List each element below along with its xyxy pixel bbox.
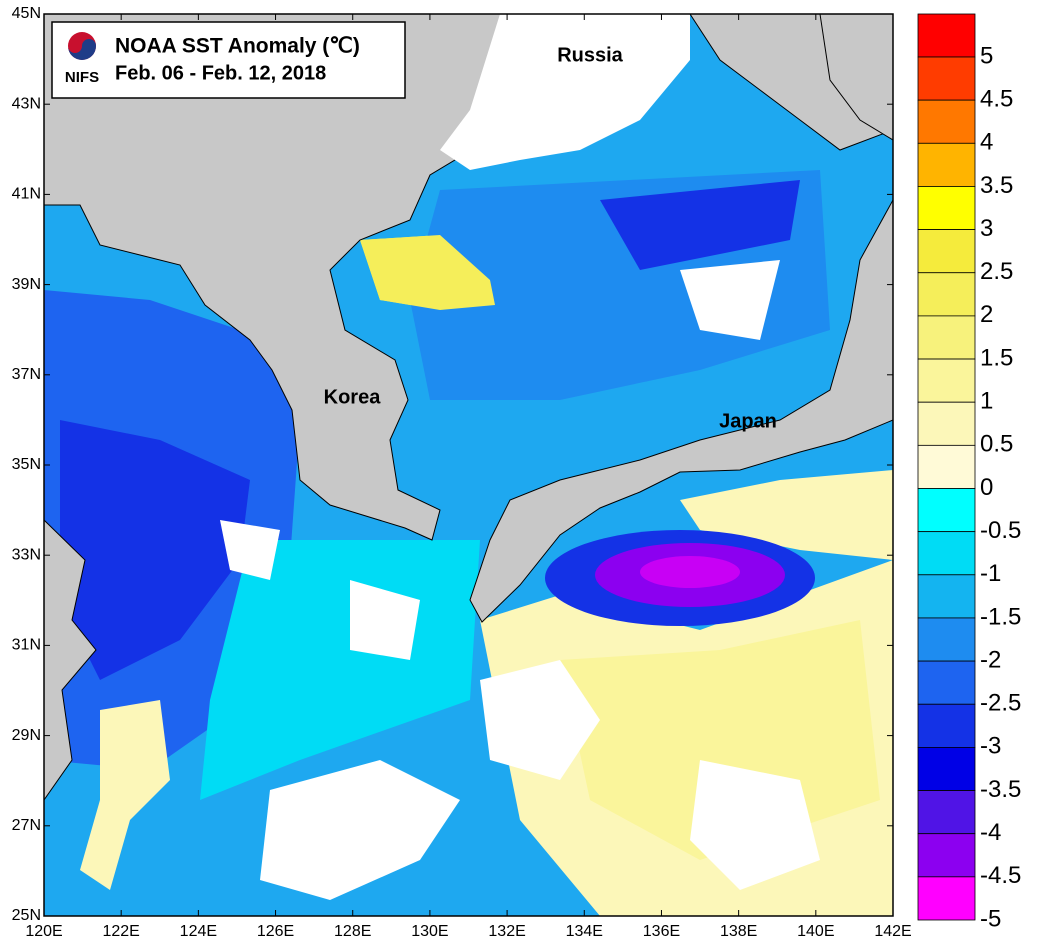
colorbar-box bbox=[917, 833, 976, 878]
x-tick-label: 138E bbox=[720, 923, 757, 940]
cloud bbox=[260, 760, 460, 900]
colorbar-label: 0 bbox=[980, 474, 993, 501]
x-tick-label: 136E bbox=[643, 923, 680, 940]
y-tick-label: 27N bbox=[12, 817, 41, 834]
warm-shikoku bbox=[680, 470, 893, 560]
colorbar-label: -4.5 bbox=[980, 862, 1021, 889]
y-tick-label: 31N bbox=[12, 637, 41, 654]
warm-east-sea-2 bbox=[360, 235, 495, 310]
land-hokkaido bbox=[819, 14, 893, 141]
title-box: NIFS NOAA SST Anomaly (℃) Feb. 06 - Feb.… bbox=[51, 21, 406, 99]
colorbar-label: 4 bbox=[980, 129, 993, 156]
colorbar-box bbox=[917, 703, 976, 748]
colorbar-box bbox=[917, 272, 976, 317]
x-tick-label: 124E bbox=[180, 923, 217, 940]
colorbar-label: -3 bbox=[980, 733, 1001, 760]
x-tick-label: 122E bbox=[102, 923, 139, 940]
x-tick-label: 132E bbox=[488, 923, 525, 940]
x-tick-label: 142E bbox=[874, 923, 911, 940]
x-tick-label: 130E bbox=[411, 923, 448, 940]
colorbar-box bbox=[917, 401, 976, 446]
x-tick-label: 140E bbox=[797, 923, 834, 940]
y-tick-label: 45N bbox=[12, 5, 41, 22]
colorbar-label: 3 bbox=[980, 215, 993, 242]
x-tick-label: 120E bbox=[25, 923, 62, 940]
land-china-south bbox=[44, 519, 97, 801]
y-tick-label: 33N bbox=[12, 546, 41, 563]
colorbar-box bbox=[917, 617, 976, 662]
colorbar-box bbox=[917, 660, 976, 705]
colorbar-box bbox=[917, 488, 976, 533]
logo-text: NIFS bbox=[65, 69, 99, 86]
cold-eddy-core bbox=[640, 556, 740, 588]
colorbar-label: -3.5 bbox=[980, 776, 1021, 803]
cloud bbox=[690, 760, 820, 890]
x-tick-label: 128E bbox=[334, 923, 371, 940]
y-tick-label: 43N bbox=[12, 95, 41, 112]
colorbar-label: -4 bbox=[980, 819, 1001, 846]
yellow-sea-core bbox=[60, 420, 250, 680]
colorbar-box bbox=[917, 876, 976, 921]
snow-russia bbox=[440, 14, 690, 170]
y-tick-label: 39N bbox=[12, 276, 41, 293]
logo-blue bbox=[68, 39, 96, 60]
colorbar-label: -5 bbox=[980, 905, 1001, 932]
colorbar-box bbox=[917, 142, 976, 187]
x-tick-label: 134E bbox=[566, 923, 603, 940]
colorbar-box bbox=[917, 790, 976, 835]
colorbar-label: 2.5 bbox=[980, 258, 1013, 285]
place-label: Korea bbox=[324, 386, 382, 408]
east-sea-cold bbox=[600, 180, 800, 270]
axes: 120E 122E 124E 126E 128E 130E 132E 134E 136E 138E… bbox=[12, 5, 912, 940]
title-frame bbox=[51, 21, 406, 99]
place-label: Japan bbox=[719, 410, 777, 432]
place-label: Russia bbox=[557, 44, 623, 66]
colorbar-label: 2 bbox=[980, 301, 993, 328]
colorbar-box bbox=[917, 315, 976, 360]
colorbar-label: 5 bbox=[980, 42, 993, 69]
colorbar-box bbox=[917, 186, 976, 230]
colorbar-label: 3.5 bbox=[980, 172, 1013, 199]
colorbar-box bbox=[917, 531, 976, 576]
map-field bbox=[44, 14, 893, 916]
colorbar-label: -0.5 bbox=[980, 517, 1021, 544]
colorbar-label: -2 bbox=[980, 646, 1001, 673]
colorbar-label: -1.5 bbox=[980, 603, 1021, 630]
y-tick-label: 41N bbox=[12, 186, 41, 203]
land-mainland bbox=[44, 14, 681, 541]
colorbar-box bbox=[917, 747, 976, 791]
colorbar-label: 1 bbox=[980, 388, 993, 415]
colorbar-label: 1.5 bbox=[980, 344, 1013, 371]
colorbar-label: -1 bbox=[980, 560, 1001, 587]
y-tick-label: 37N bbox=[12, 366, 41, 383]
colorbar-box bbox=[917, 99, 976, 144]
y-tick-label: 35N bbox=[12, 456, 41, 473]
colorbar-box bbox=[917, 358, 976, 403]
colorbar-label: 0.5 bbox=[980, 431, 1013, 458]
cloud bbox=[350, 580, 420, 660]
map-subtitle: Feb. 06 - Feb. 12, 2018 bbox=[115, 62, 326, 84]
colorbar-box bbox=[917, 574, 976, 619]
cloud bbox=[680, 260, 780, 340]
land-japan bbox=[469, 199, 893, 623]
map-title: NOAA SST Anomaly (℃) bbox=[115, 35, 360, 58]
colorbar-label: -2.5 bbox=[980, 690, 1021, 717]
colorbar-box bbox=[917, 444, 976, 489]
colorbar-label: 4.5 bbox=[980, 85, 1013, 112]
colorbar-box bbox=[917, 56, 976, 101]
cloud bbox=[480, 660, 600, 780]
colorbar: 5 4.5 4 3.5 3 2.5 2 1.5 1 0.5 0 -0.5 -1 -1.5 -2 -2.5 -3 -… bbox=[917, 13, 1021, 932]
cloud bbox=[220, 520, 280, 580]
warm-south-west bbox=[80, 700, 170, 890]
x-tick-label: 126E bbox=[257, 923, 294, 940]
colorbar-box bbox=[917, 13, 976, 58]
y-tick-label: 25N bbox=[12, 907, 41, 924]
y-tick-label: 29N bbox=[12, 727, 41, 744]
colorbar-box bbox=[917, 229, 976, 274]
